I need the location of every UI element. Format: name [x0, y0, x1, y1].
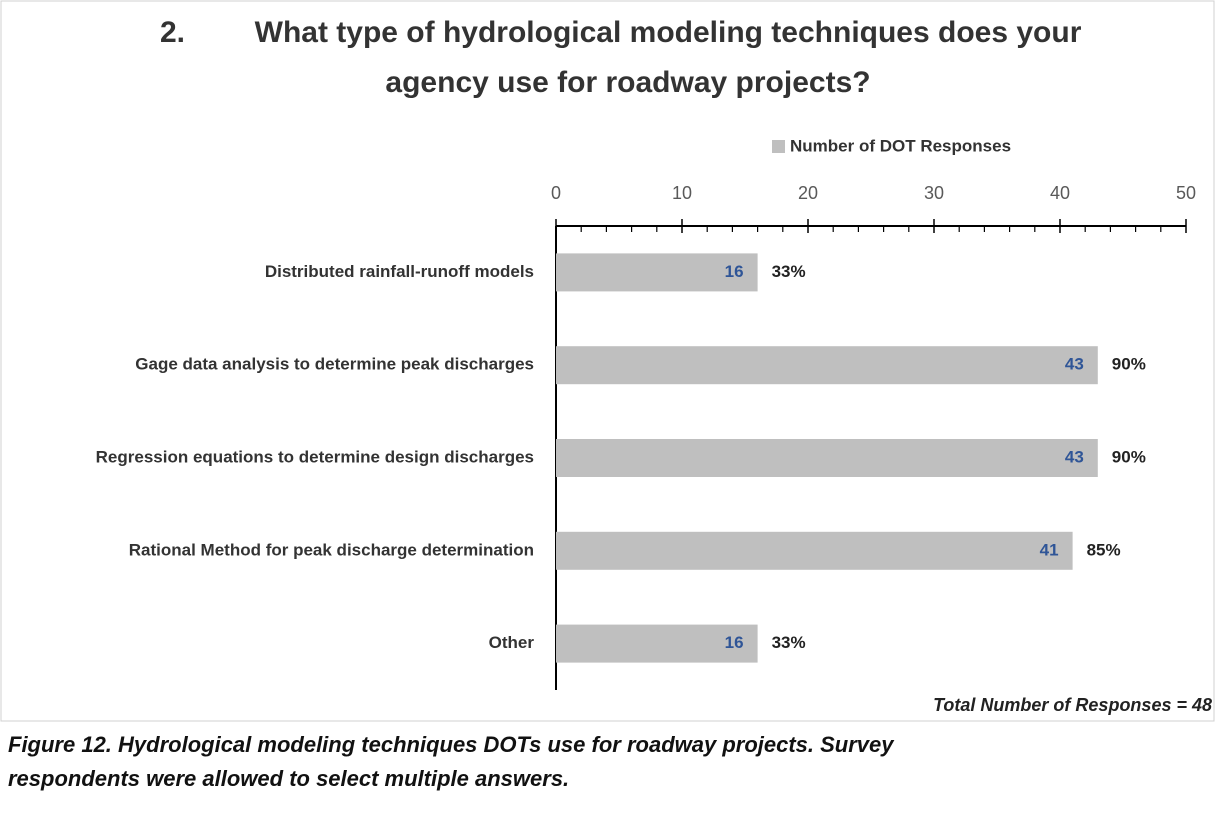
bar	[556, 346, 1098, 385]
percent-label: 90%	[1112, 447, 1146, 466]
x-tick-label: 40	[1050, 183, 1070, 203]
percent-label: 33%	[772, 262, 806, 281]
bar	[556, 624, 758, 663]
y-tick-label: Rational Method for peak discharge deter…	[129, 540, 534, 559]
x-tick-label: 30	[924, 183, 944, 203]
x-tick-label: 10	[672, 183, 692, 203]
percent-label: 85%	[1087, 540, 1121, 559]
bar	[556, 531, 1073, 570]
value-label: 16	[725, 633, 744, 652]
note: Total Number of Responses = 48	[933, 695, 1212, 715]
legend-label: Number of DOT Responses	[790, 136, 1011, 155]
y-tick-label: Gage data analysis to determine peak dis…	[135, 355, 534, 374]
x-tick-label: 20	[798, 183, 818, 203]
y-tick-label: Other	[489, 633, 535, 652]
chart-title: What type of hydrological modeling techn…	[255, 16, 1082, 49]
chart-frame	[0, 0, 1215, 722]
y-tick-label: Distributed rainfall-runoff models	[265, 262, 534, 281]
x-tick-label: 50	[1176, 183, 1196, 203]
value-label: 16	[725, 262, 744, 281]
value-label: 43	[1065, 355, 1084, 374]
value-label: 43	[1065, 447, 1084, 466]
chart-title: agency use for roadway projects?	[385, 66, 870, 99]
percent-label: 90%	[1112, 355, 1146, 374]
bar	[556, 439, 1098, 477]
y-tick-label: Regression equations to determine design…	[96, 447, 534, 466]
legend-swatch	[772, 140, 785, 153]
value-label: 41	[1040, 540, 1059, 559]
x-tick-label: 0	[551, 183, 561, 203]
bar	[556, 253, 758, 292]
title-number: 2.	[160, 16, 185, 49]
caption: Figure 12. Hydrological modeling techniq…	[8, 732, 895, 757]
percent-label: 33%	[772, 633, 806, 652]
caption: respondents were allowed to select multi…	[8, 766, 569, 791]
